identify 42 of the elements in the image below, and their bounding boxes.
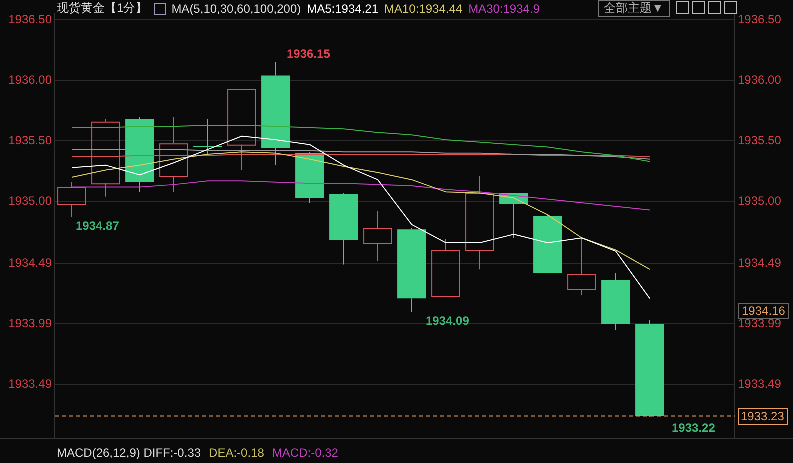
y-tick-label: 1935.50: [8, 134, 52, 148]
annotation: 1934.09: [426, 314, 470, 328]
annotation: 全部主题▼: [598, 0, 670, 17]
y2-tick-label: 1933.49: [738, 377, 782, 392]
ref-line-label: 1933.23: [741, 410, 785, 424]
y-tick-label: 1935.00: [8, 194, 52, 208]
y-tick-label: 1936.00: [8, 72, 52, 87]
annotation: 1936.15: [287, 47, 330, 61]
candlestick: [636, 320, 664, 418]
y2-tick-label: 1935.00: [738, 194, 782, 208]
candlestick: [126, 116, 154, 193]
text: MACD(26,12,9) DIFF:-0.33: [57, 446, 202, 460]
candlestick: [58, 182, 86, 218]
candlestick: [466, 176, 494, 270]
candlestick: [296, 152, 324, 204]
text: MA10:1934.44: [384, 2, 463, 16]
y-tick-label: 1933.49: [8, 377, 52, 392]
text: MACD:-0.32: [272, 446, 338, 460]
y2-tick-label: 1933.99: [738, 316, 782, 330]
candlestick: [432, 238, 460, 298]
y2-tick-label: 1935.50: [738, 134, 782, 148]
y-tick-label: 1936.50: [8, 12, 52, 26]
y-tick-label: 1933.99: [8, 316, 52, 330]
candlestick: [602, 272, 630, 331]
chart-title: 现货黄金【1分】: [57, 0, 148, 17]
annotation: 1933.22: [672, 421, 716, 435]
candlestick: [262, 62, 290, 166]
candlestick: [194, 118, 222, 156]
y2-tick-label: 1934.49: [738, 256, 782, 270]
text: MA5:1934.21: [307, 2, 378, 16]
text: MA30:1934.9: [468, 2, 540, 16]
candlestick: [330, 192, 358, 266]
y2-tick-label: 1936.50: [738, 12, 782, 26]
candlestick: [568, 238, 596, 296]
legend-title: MA(5,10,30,60,100,200): [172, 2, 302, 16]
candlestick: [398, 228, 426, 313]
text: DEA:-0.18: [209, 446, 264, 460]
annotation: 1934.87: [76, 219, 120, 233]
y-tick-label: 1934.49: [8, 256, 52, 270]
candlestick: [364, 210, 392, 262]
y2-tick-label: 1936.00: [738, 72, 782, 87]
text: 1934.16: [738, 303, 790, 319]
